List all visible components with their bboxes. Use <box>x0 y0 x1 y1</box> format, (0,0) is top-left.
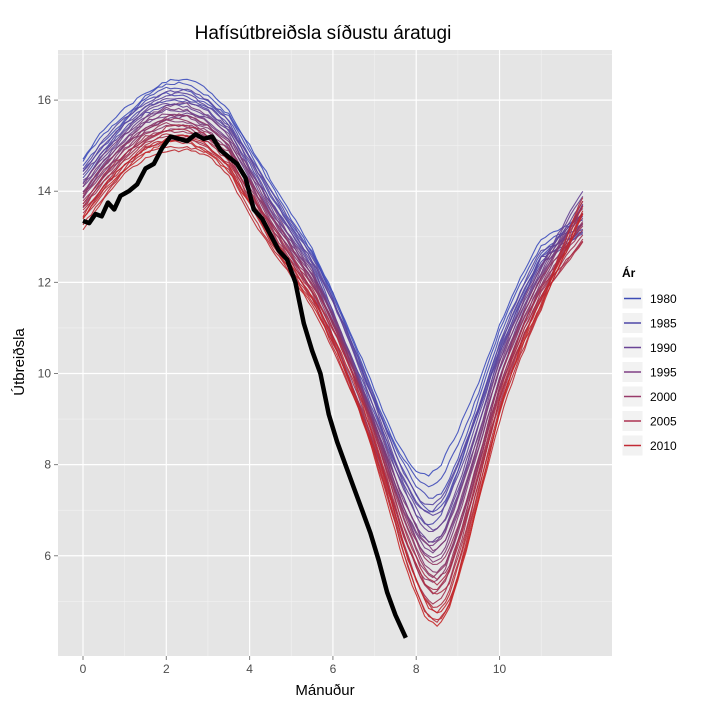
y-tick-label: 6 <box>44 549 51 563</box>
series-line-1994 <box>82 113 584 552</box>
y-tick-label: 10 <box>38 367 52 381</box>
legend-label-2000: 2000 <box>650 390 677 404</box>
x-tick-label: 10 <box>493 662 507 676</box>
legend: Ár 1980 1985 1990 1995 2000 2005 2010 <box>621 265 677 457</box>
x-tick-label: 8 <box>413 662 420 676</box>
x-tick-label: 0 <box>80 662 87 676</box>
series-line-1992 <box>82 102 584 547</box>
y-axis: 6 8 10 12 14 16 <box>38 93 58 563</box>
x-axis: 0 2 4 6 8 10 <box>80 656 507 676</box>
y-tick-label: 14 <box>38 184 52 198</box>
series-line-2004 <box>82 124 584 586</box>
x-axis-title: Mánuður <box>295 682 354 699</box>
legend-label-1990: 1990 <box>650 341 677 355</box>
x-tick-label: 2 <box>163 662 170 676</box>
legend-title: Ár <box>622 265 636 280</box>
legend-label-2010: 2010 <box>650 439 677 453</box>
series-line-1987 <box>82 97 584 531</box>
highlight-series-line <box>82 132 408 639</box>
series-line-1988 <box>82 102 584 543</box>
series-line-2000 <box>82 121 584 581</box>
legend-label-1995: 1995 <box>650 366 677 380</box>
series-line-1981 <box>82 86 584 499</box>
series-line-2009 <box>82 148 584 621</box>
y-axis-title: Útbreiðsla <box>11 328 28 396</box>
legend-label-2005: 2005 <box>650 415 677 429</box>
highlight-layer <box>82 132 408 639</box>
legend-label-1985: 1985 <box>650 317 677 331</box>
series-line-2006 <box>82 133 584 608</box>
x-tick-label: 6 <box>330 662 337 676</box>
series-line-1980 <box>82 81 584 488</box>
series-line-1999 <box>82 117 584 566</box>
y-tick-label: 12 <box>38 275 52 289</box>
y-tick-label: 16 <box>38 93 52 107</box>
chart-title: Hafísútbreiðsla síðustu áratugi <box>195 23 452 44</box>
x-tick-label: 4 <box>246 662 253 676</box>
y-tick-label: 8 <box>44 458 51 472</box>
series-line-1985 <box>82 88 583 506</box>
legend-label-1980: 1980 <box>650 292 677 306</box>
